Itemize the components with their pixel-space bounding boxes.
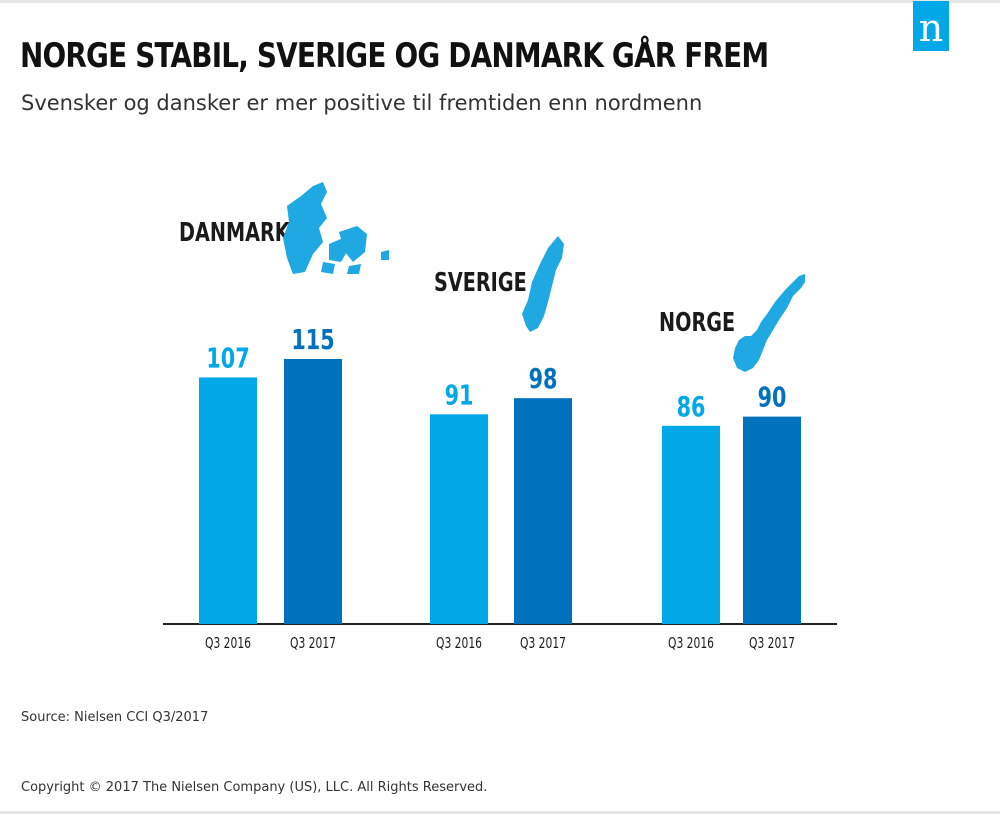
copyright-note: Copyright © 2017 The Nielsen Company (US… — [21, 780, 488, 795]
country-label-0: DANMARK — [179, 218, 291, 248]
tick-label-0-1: Q3 2017 — [290, 634, 336, 652]
chart-subtitle: Svensker og dansker er mer positive til … — [21, 91, 703, 115]
bar-0-0 — [199, 377, 257, 624]
tick-label-2-0: Q3 2016 — [668, 634, 714, 652]
nielsen-logo-icon: n — [913, 1, 949, 51]
chart-title: NORGE STABIL, SVERIGE OG DANMARK GÅR FRE… — [20, 36, 769, 76]
tick-label-0-0: Q3 2016 — [205, 634, 251, 652]
bar-2-0 — [662, 425, 720, 624]
data-label-2-1: 90 — [758, 380, 787, 413]
country-label-2: NORGE — [659, 308, 735, 338]
sweden-map-icon — [522, 236, 564, 332]
norway-map-icon — [733, 274, 805, 372]
tick-label-2-1: Q3 2017 — [749, 634, 795, 652]
tick-label-1-0: Q3 2016 — [436, 634, 482, 652]
bar-1-0 — [430, 414, 488, 624]
bottom-border — [0, 811, 1000, 814]
bar-1-1 — [514, 398, 572, 624]
data-label-0-1: 115 — [291, 323, 334, 356]
bar-0-1 — [284, 359, 342, 624]
top-border — [0, 0, 1000, 3]
data-label-1-0: 91 — [445, 378, 474, 411]
denmark-map-icon — [283, 182, 389, 274]
data-label-0-0: 107 — [206, 341, 249, 374]
bar-2-1 — [743, 416, 801, 624]
data-label-2-0: 86 — [677, 390, 706, 423]
data-label-1-1: 98 — [529, 362, 558, 395]
tick-label-1-1: Q3 2017 — [520, 634, 566, 652]
country-label-1: SVERIGE — [434, 268, 527, 298]
source-note: Source: Nielsen CCI Q3/2017 — [21, 710, 209, 725]
